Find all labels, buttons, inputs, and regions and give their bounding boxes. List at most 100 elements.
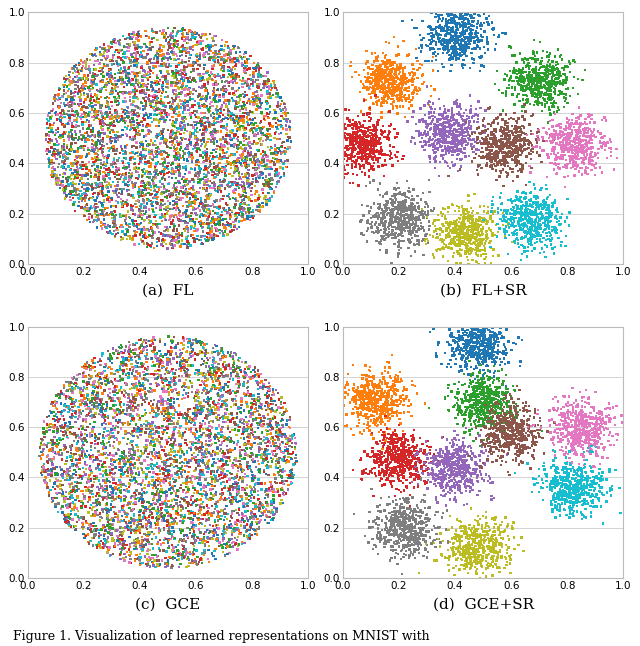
Point (210, 448, 220, 458)
Point (390, 222, 400, 232)
Point (137, 501, 147, 511)
Point (510, 237, 520, 247)
Point (166, 240, 176, 250)
Point (127, 403, 137, 413)
Point (559, 463, 569, 474)
Point (391, 395, 401, 406)
Point (388, 386, 399, 397)
Point (527, 207, 537, 217)
Point (401, 77, 411, 87)
Point (460, 219, 470, 229)
Point (527, 210, 538, 220)
Point (479, 543, 489, 553)
Point (149, 344, 159, 355)
Point (156, 159, 166, 169)
Point (267, 83, 277, 93)
Point (534, 81, 544, 92)
Point (212, 216, 223, 227)
Point (478, 349, 488, 359)
Point (625, 140, 636, 150)
Point (355, 395, 365, 406)
Point (447, 234, 457, 245)
Point (120, 172, 130, 182)
Point (388, 84, 399, 94)
Point (147, 37, 157, 47)
Point (364, 516, 374, 526)
Point (264, 81, 275, 92)
Point (454, 230, 464, 240)
Point (195, 380, 205, 390)
Point (260, 484, 271, 494)
Point (374, 402, 384, 412)
Point (45, 484, 56, 495)
Point (118, 539, 129, 550)
Point (456, 394, 467, 404)
Point (51, 397, 61, 408)
Point (493, 373, 504, 383)
Point (255, 503, 265, 514)
Point (531, 68, 541, 78)
Point (179, 364, 189, 375)
Point (382, 433, 392, 443)
Point (246, 519, 257, 530)
Point (42, 149, 52, 160)
Point (454, 536, 465, 547)
Point (156, 349, 166, 359)
Point (38, 449, 48, 459)
Point (428, 459, 438, 469)
Point (356, 406, 366, 417)
Point (125, 479, 135, 490)
Point (262, 397, 272, 408)
Point (129, 240, 140, 250)
Point (369, 142, 379, 152)
Point (260, 71, 271, 81)
Point (178, 181, 188, 191)
Point (468, 521, 479, 532)
Point (183, 85, 193, 95)
Point (265, 193, 275, 203)
Point (464, 249, 474, 259)
Point (447, 110, 458, 121)
Point (474, 384, 484, 394)
Point (493, 408, 503, 419)
Point (265, 107, 275, 117)
Point (205, 233, 215, 243)
Point (106, 56, 116, 66)
Point (360, 72, 371, 82)
Point (85, 465, 95, 475)
Point (444, 29, 454, 39)
Point (246, 148, 256, 158)
Point (227, 408, 237, 419)
Point (488, 395, 499, 405)
Point (566, 477, 576, 488)
Point (129, 27, 139, 37)
Point (364, 140, 374, 150)
Point (164, 40, 175, 50)
Point (236, 52, 246, 62)
Point (409, 522, 419, 532)
Point (460, 393, 470, 403)
Point (48, 440, 58, 450)
Point (244, 205, 254, 215)
Point (522, 54, 532, 65)
Point (257, 98, 267, 108)
Point (483, 385, 493, 395)
Point (463, 225, 474, 235)
Point (263, 113, 273, 123)
Point (481, 526, 491, 537)
Point (477, 147, 488, 157)
Point (410, 201, 420, 211)
Point (466, 525, 476, 536)
Point (518, 76, 528, 86)
Point (550, 497, 560, 507)
Point (501, 344, 511, 355)
Point (320, 107, 330, 118)
Point (151, 149, 161, 160)
Point (413, 537, 424, 547)
Point (476, 561, 486, 571)
Point (100, 177, 110, 187)
Point (230, 379, 241, 389)
Point (97, 449, 108, 459)
Point (484, 344, 495, 354)
Point (438, 125, 449, 136)
